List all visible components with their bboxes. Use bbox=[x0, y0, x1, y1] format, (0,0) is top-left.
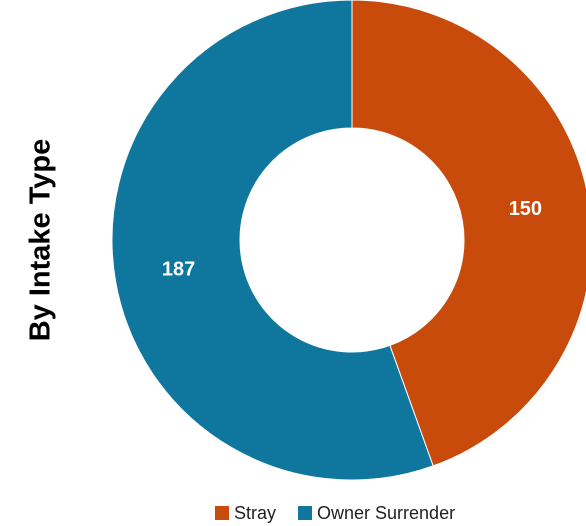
donut-slice bbox=[111, 0, 434, 481]
legend-swatch bbox=[215, 506, 229, 520]
legend-swatch bbox=[298, 506, 313, 520]
legend-label: Owner Surrender bbox=[317, 503, 455, 523]
chart-title: By Intake Type bbox=[25, 139, 57, 342]
donut-slice bbox=[351, 0, 586, 467]
data-label: 187 bbox=[162, 258, 195, 280]
data-label: 150 bbox=[509, 198, 542, 220]
legend-label: Stray bbox=[234, 503, 276, 523]
